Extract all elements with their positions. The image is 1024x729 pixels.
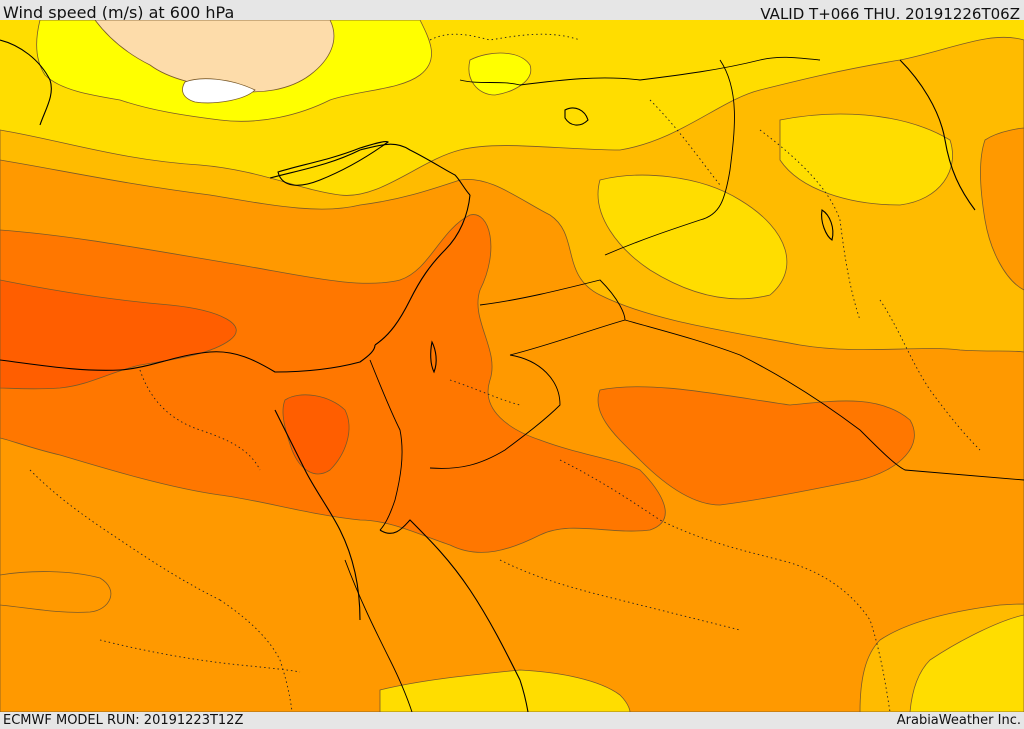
coastline-dead-sea <box>430 340 437 374</box>
coastline-egypt <box>0 344 376 373</box>
coastline-red-sea <box>379 519 529 712</box>
band-gold-east <box>779 113 953 206</box>
header-bar: Wind speed (m/s) at 600 hPa VALID T+066 … <box>0 0 1024 23</box>
admin-egypt-2 <box>29 469 221 601</box>
band-dark-orange-east <box>597 386 915 506</box>
border-egypt-sudan <box>344 559 413 712</box>
band-gold-iraq <box>597 174 788 300</box>
admin-iraq-2 <box>759 129 861 321</box>
coastline-aegean <box>0 39 52 126</box>
border-syria-jordan <box>479 279 626 356</box>
coastline-lake-van <box>564 107 589 126</box>
admin-sudan-1 <box>99 639 301 673</box>
coastline-turkey-south <box>269 143 471 196</box>
border-egypt-israel <box>369 359 403 531</box>
band-calm <box>182 78 256 104</box>
wind-speed-map[interactable] <box>0 20 1024 712</box>
coastline-lake-urmia <box>821 209 834 241</box>
border-syria-iraq <box>459 56 821 86</box>
band-orange-ne <box>980 127 1024 291</box>
admin-iran-1 <box>879 299 981 451</box>
band-yellow-ne <box>468 52 532 96</box>
border-iraq-iran <box>604 59 735 256</box>
model-run-label: ECMWF MODEL RUN: 20191223T12Z <box>3 713 244 728</box>
map-title: Wind speed (m/s) at 600 hPa <box>3 3 235 22</box>
band-orange-libya <box>0 571 112 613</box>
band-red-orange <box>0 279 237 390</box>
admin-saudi-2 <box>559 459 781 561</box>
band-dark-orange <box>0 214 666 553</box>
band-gold-south <box>379 669 631 712</box>
footer-bar: ECMWF MODEL RUN: 20191223T12Z ArabiaWeat… <box>0 712 1024 729</box>
coastline-gulf-suez <box>274 409 361 621</box>
credit-label: ArabiaWeather Inc. <box>896 713 1021 728</box>
valid-time-label: VALID T+066 THU. 20191226T06Z <box>760 5 1020 23</box>
coastline-caspian-like <box>899 59 976 211</box>
admin-egypt-3 <box>219 599 293 712</box>
coastline-cyprus <box>277 141 389 186</box>
admin-jordan-1 <box>449 379 521 406</box>
admin-iraq-1 <box>649 99 721 186</box>
map-canvas <box>0 20 1024 712</box>
border-jordan-saudi <box>429 354 561 469</box>
admin-saudi-1 <box>499 559 741 631</box>
border-iraq-saudi <box>624 319 1024 481</box>
coastline-levant <box>374 194 471 346</box>
